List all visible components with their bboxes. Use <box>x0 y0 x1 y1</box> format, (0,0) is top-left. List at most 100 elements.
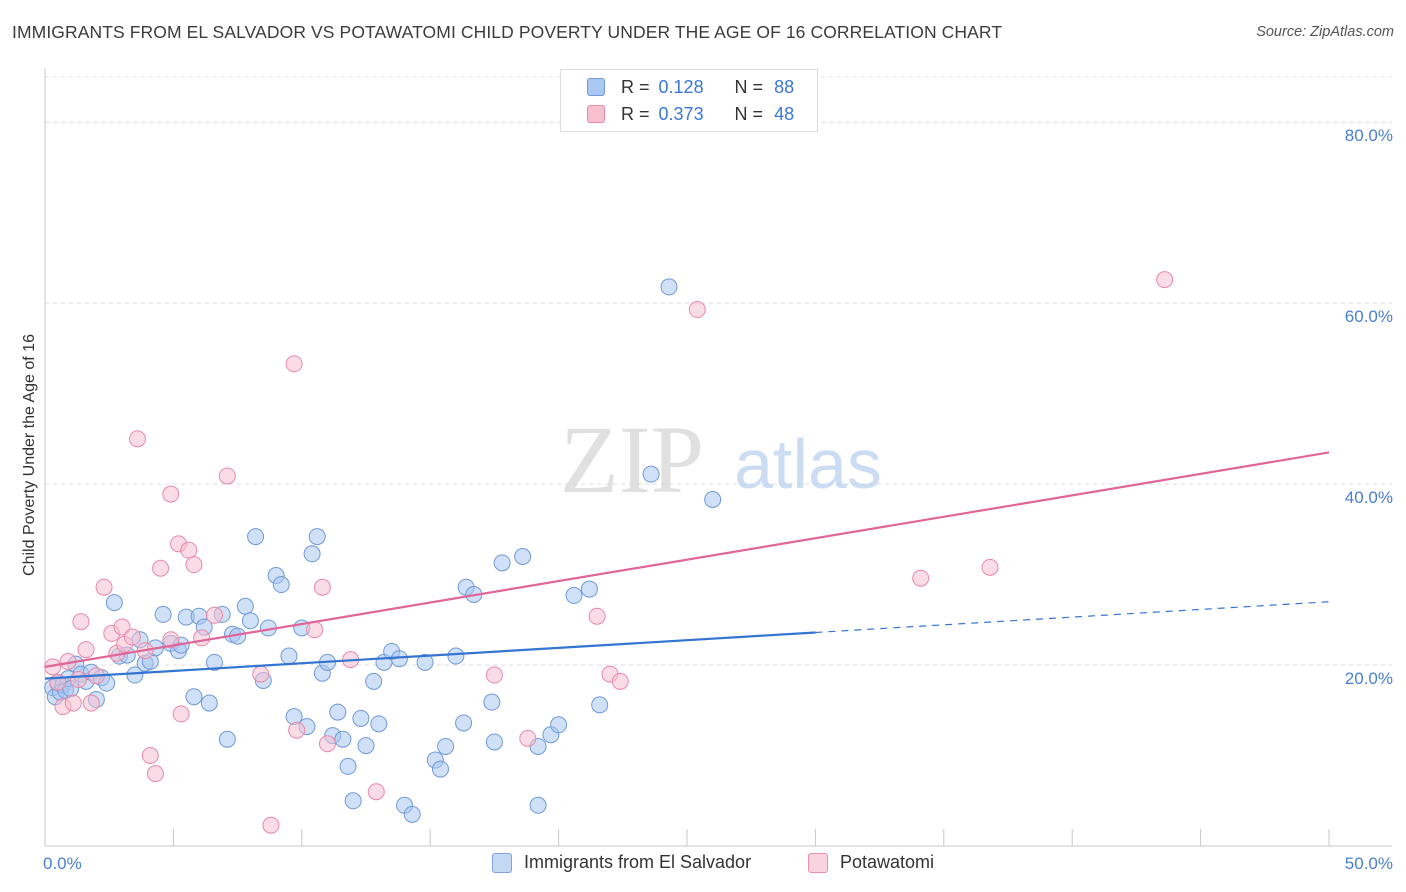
trend-lines <box>44 451 1330 680</box>
data-point-el-salvador <box>403 805 421 823</box>
data-point-potawatomi <box>162 485 180 503</box>
data-point-potawatomi <box>1156 271 1174 289</box>
legend-r-value: 0.128 <box>658 76 704 97</box>
data-point-el-salvador <box>514 547 532 565</box>
data-point-el-salvador <box>550 716 568 734</box>
data-point-potawatomi <box>252 665 270 683</box>
data-point-potawatomi <box>611 672 629 690</box>
data-point-el-salvador <box>339 757 357 775</box>
y-tick-label: 20.0% <box>1345 669 1393 688</box>
data-point-potawatomi <box>180 541 198 559</box>
data-point-el-salvador <box>365 672 383 690</box>
data-point-potawatomi <box>185 556 203 574</box>
data-point-potawatomi <box>688 301 706 319</box>
data-point-el-salvador <box>334 730 352 748</box>
data-point-el-salvador <box>236 597 254 615</box>
data-point-potawatomi <box>262 816 280 834</box>
data-point-el-salvador <box>205 653 223 671</box>
data-point-potawatomi <box>123 628 141 646</box>
data-point-el-salvador <box>580 580 598 598</box>
bottom-legend: Immigrants from El Salvador Potawatomi <box>0 852 1406 876</box>
data-point-el-salvador <box>280 647 298 665</box>
legend-r-label: R = <box>621 103 650 124</box>
data-point-el-salvador <box>642 465 660 483</box>
data-point-el-salvador <box>126 666 144 684</box>
data-point-el-salvador <box>357 737 375 755</box>
data-point-el-salvador <box>241 612 259 630</box>
data-point-potawatomi <box>128 430 146 448</box>
watermark: ZIP atlas <box>560 406 882 513</box>
legend-r-label: R = <box>621 76 650 97</box>
bottom-legend-el-salvador: Immigrants from El Salvador <box>492 852 751 873</box>
source-label: Source: ZipAtlas.com <box>1256 24 1394 40</box>
data-point-el-salvador <box>218 730 236 748</box>
legend-n-value: 48 <box>774 103 795 124</box>
grid <box>45 76 1392 666</box>
legend-row-potawatomi: R = 0.373 N = 48 <box>587 103 794 125</box>
data-point-potawatomi <box>288 721 306 739</box>
data-point-el-salvador <box>416 653 434 671</box>
series-potawatomi <box>44 271 1174 834</box>
data-point-potawatomi <box>95 578 113 596</box>
data-point-el-salvador <box>247 528 265 546</box>
data-point-potawatomi <box>306 621 324 639</box>
data-point-potawatomi <box>218 467 236 485</box>
watermark-zip: ZIP <box>560 406 704 513</box>
legend-swatch-blue <box>587 78 605 96</box>
data-point-potawatomi <box>318 735 336 753</box>
correlation-legend: R = 0.128 N = 88 R = 0.373 N = 48 <box>560 69 818 132</box>
x-tick-label: 0.0% <box>43 854 82 873</box>
series-el-salvador <box>44 278 722 823</box>
data-point-el-salvador <box>431 760 449 778</box>
data-point-potawatomi <box>367 783 385 801</box>
data-point-el-salvador <box>529 796 547 814</box>
legend-r-value: 0.373 <box>658 103 704 124</box>
legend-n-label: N = <box>734 76 764 97</box>
data-point-el-salvador <box>493 554 511 572</box>
data-point-potawatomi <box>285 355 303 373</box>
data-point-el-salvador <box>185 688 203 706</box>
data-point-potawatomi <box>981 558 999 576</box>
data-point-potawatomi <box>141 747 159 765</box>
y-axis-label: Child Poverty Under the Age of 16 <box>21 334 38 576</box>
legend-row-el-salvador: R = 0.128 N = 88 <box>587 76 794 98</box>
data-point-el-salvador <box>483 693 501 711</box>
legend-swatch-pink <box>587 105 605 123</box>
trend-line-el-salvador-extension <box>815 601 1330 634</box>
data-point-potawatomi <box>77 641 95 659</box>
watermark-atlas: atlas <box>734 425 882 503</box>
data-point-el-salvador <box>370 715 388 733</box>
data-point-el-salvador <box>105 594 123 612</box>
data-point-el-salvador <box>455 714 473 732</box>
y-tick-label: 40.0% <box>1345 488 1393 507</box>
data-point-potawatomi <box>82 694 100 712</box>
y-tick-label: 60.0% <box>1345 307 1393 326</box>
data-point-potawatomi <box>205 606 223 624</box>
data-point-el-salvador <box>308 528 326 546</box>
data-point-potawatomi <box>912 569 930 587</box>
data-point-potawatomi <box>72 613 90 631</box>
x-tick-label: 50.0% <box>1345 854 1393 873</box>
data-point-potawatomi <box>193 629 211 647</box>
data-point-el-salvador <box>485 733 503 751</box>
data-point-potawatomi <box>152 559 170 577</box>
data-point-potawatomi <box>64 694 82 712</box>
tick-labels: 20.0% 40.0% 60.0% 80.0% 0.0% 50.0% <box>43 126 1393 873</box>
y-tick-label: 80.0% <box>1345 126 1393 145</box>
data-point-el-salvador <box>329 703 347 721</box>
data-point-potawatomi <box>146 765 164 783</box>
bottom-legend-label: Immigrants from El Salvador <box>524 852 752 872</box>
data-point-el-salvador <box>565 586 583 604</box>
legend-n-label: N = <box>734 103 764 124</box>
data-point-potawatomi <box>313 578 331 596</box>
trend-line-el-salvador <box>44 631 816 680</box>
chart-title: IMMIGRANTS FROM EL SALVADOR VS POTAWATOM… <box>12 22 1003 42</box>
data-point-el-salvador <box>344 792 362 810</box>
axes <box>44 68 1392 847</box>
data-point-el-salvador <box>437 737 455 755</box>
data-point-el-salvador <box>447 647 465 665</box>
data-point-el-salvador <box>154 605 172 623</box>
data-point-el-salvador <box>660 278 678 296</box>
data-point-el-salvador <box>200 694 218 712</box>
data-point-el-salvador <box>303 545 321 563</box>
